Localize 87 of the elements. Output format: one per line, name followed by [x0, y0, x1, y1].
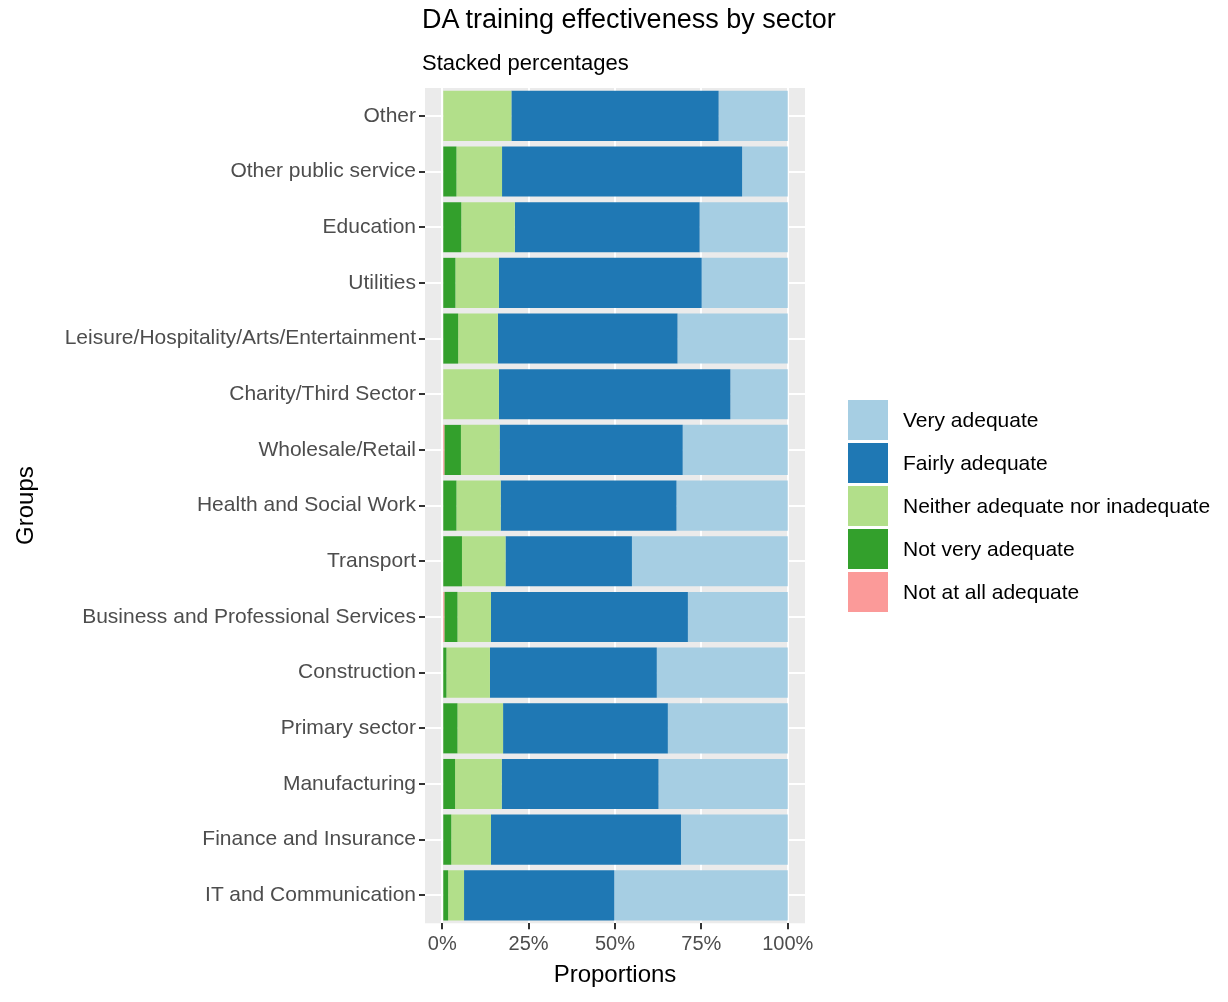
bar: [490, 591, 688, 643]
bar: [460, 424, 500, 475]
bar: [631, 536, 788, 587]
bar: [451, 814, 491, 865]
y-tick-label: Leisure/Hospitality/Arts/Entertainment: [64, 325, 417, 349]
bar: [677, 313, 788, 364]
y-tick-label: Charity/Third Sector: [229, 381, 416, 405]
y-axis-title: Groups: [11, 466, 39, 545]
bar: [514, 202, 700, 253]
y-tick-label: Other public service: [230, 158, 416, 182]
bar: [461, 202, 515, 253]
bar: [443, 536, 462, 587]
bar: [503, 703, 668, 754]
y-tick-label: Other: [363, 102, 416, 126]
legend-label: Not at all adequate: [903, 579, 1080, 604]
bar: [464, 870, 615, 921]
bar: [443, 758, 456, 810]
y-tick-label: Wholesale/Retail: [258, 436, 416, 460]
bar: [457, 591, 491, 643]
y-tick-label: IT and Communication: [205, 882, 416, 906]
bar: [498, 257, 702, 308]
y-tick-label: Manufacturing: [282, 770, 416, 794]
y-tick-label: Transport: [326, 548, 417, 572]
x-tick-label: 50%: [594, 931, 636, 954]
legend-label: Fairly adequate: [903, 450, 1048, 475]
bar: [443, 703, 458, 754]
bar: [443, 480, 457, 531]
x-tick-label: 25%: [508, 931, 549, 954]
bar: [680, 814, 788, 865]
bar: [444, 591, 458, 643]
legend-label: Not very adequate: [903, 536, 1075, 561]
bar: [443, 146, 457, 197]
bar: [502, 146, 743, 197]
bar: [500, 480, 677, 531]
bar: [676, 480, 788, 531]
y-tick-label: Health and Social Work: [196, 492, 417, 516]
bar: [497, 313, 678, 364]
bar: [730, 369, 788, 420]
bar: [455, 758, 502, 810]
bar: [457, 703, 504, 754]
bar: [443, 814, 452, 865]
chart-subtitle: Stacked percentages: [422, 50, 629, 76]
bar: [656, 647, 788, 698]
bar: [501, 758, 659, 810]
x-tick-label: 0%: [427, 931, 457, 954]
y-tick-label: Utilities: [348, 269, 416, 293]
bar: [699, 202, 788, 253]
bar: [489, 647, 657, 698]
bar: [443, 313, 459, 364]
bar: [490, 814, 681, 865]
legend-label: Neither adequate nor inadequate: [903, 493, 1211, 518]
y-tick-label: Education: [322, 214, 416, 237]
bar: [658, 758, 788, 810]
bar: [456, 146, 503, 197]
y-tick-label: Finance and Insurance: [202, 826, 416, 850]
legend-label: Very adequate: [903, 407, 1039, 432]
bar: [443, 90, 512, 141]
bar: [511, 90, 719, 141]
bar: [499, 424, 683, 475]
x-axis-title: Proportions: [553, 960, 677, 988]
bar: [718, 90, 788, 141]
bar: [443, 369, 499, 420]
bar: [443, 870, 449, 921]
bar: [505, 536, 632, 587]
bar: [682, 424, 788, 475]
x-tick-label: 75%: [681, 931, 722, 954]
bar: [443, 202, 462, 253]
bar: [458, 313, 498, 364]
y-tick-label: Construction: [298, 659, 416, 683]
bar: [614, 870, 788, 921]
bar: [742, 146, 788, 197]
bar: [455, 257, 499, 308]
bar: [443, 647, 447, 698]
bar: [456, 480, 501, 531]
bar: [498, 369, 731, 420]
bar: [701, 257, 788, 308]
bar: [448, 870, 465, 921]
bar: [444, 424, 461, 475]
bar: [446, 647, 490, 698]
x-tick-label: 100%: [762, 931, 814, 954]
y-tick-label: Primary sector: [280, 715, 416, 739]
chart-title: DA training effectiveness by sector: [422, 4, 836, 35]
y-tick-label: Business and Professional Services: [82, 603, 416, 627]
bar: [461, 536, 506, 587]
bar: [667, 703, 788, 754]
bar: [443, 257, 456, 308]
bar: [687, 591, 788, 643]
